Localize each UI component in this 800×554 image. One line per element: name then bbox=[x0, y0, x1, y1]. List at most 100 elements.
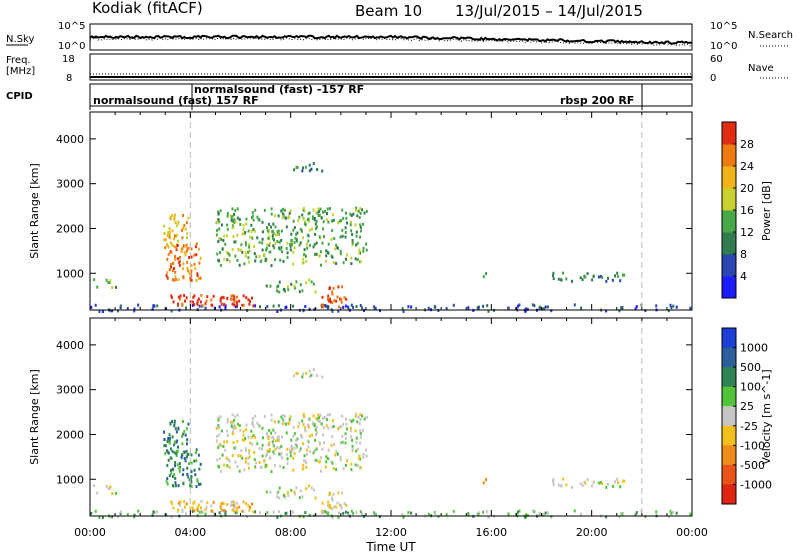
scatter-cell bbox=[278, 452, 281, 456]
scatter-cell bbox=[247, 260, 250, 264]
scatter-cell bbox=[338, 425, 341, 429]
scatter-cell bbox=[292, 219, 295, 223]
scatter-cell bbox=[619, 485, 622, 489]
scatter-cell bbox=[327, 503, 329, 507]
colorbar-segment bbox=[722, 347, 736, 368]
scatter-cell bbox=[251, 216, 253, 219]
scatter-cell bbox=[189, 506, 192, 510]
scatter-cell bbox=[156, 510, 159, 514]
scatter-cell bbox=[93, 484, 96, 488]
scatter-cell bbox=[339, 235, 342, 239]
velocity-ylabel: Slant Range [km] bbox=[28, 369, 41, 465]
scatter-cell bbox=[266, 243, 269, 247]
scatter-cell bbox=[173, 267, 176, 270]
scatter-cell bbox=[175, 430, 178, 434]
scatter-cell bbox=[286, 447, 289, 451]
scatter-cell bbox=[224, 242, 227, 246]
nave-tick-top: 60 bbox=[710, 54, 723, 65]
scatter-cell bbox=[362, 222, 364, 226]
scatter-cell bbox=[119, 306, 122, 310]
scatter-cell bbox=[174, 221, 177, 225]
scatter-cell bbox=[186, 442, 188, 446]
scatter-cell bbox=[478, 305, 480, 309]
scatter-cell bbox=[241, 456, 244, 460]
x-tick-label: 16:00 bbox=[475, 526, 507, 539]
scatter-cell bbox=[188, 272, 191, 276]
scatter-cell bbox=[280, 245, 283, 249]
scatter-cell bbox=[445, 513, 448, 517]
scatter-cell bbox=[655, 510, 658, 514]
scatter-cell bbox=[328, 299, 331, 303]
scatter-cell bbox=[345, 463, 347, 467]
scatter-cell bbox=[327, 294, 330, 298]
scatter-cell bbox=[669, 303, 672, 307]
scatter-cell bbox=[265, 258, 268, 261]
scatter-cell bbox=[341, 434, 344, 438]
scatter-cell bbox=[288, 216, 291, 220]
scatter-cell bbox=[333, 299, 336, 303]
scatter-cell bbox=[617, 481, 620, 484]
scatter-cell bbox=[191, 300, 194, 304]
scatter-cell bbox=[341, 208, 344, 212]
scatter-cell bbox=[190, 470, 193, 474]
scatter-cell bbox=[303, 220, 306, 224]
scatter-cell bbox=[265, 490, 268, 494]
scatter-cell bbox=[167, 437, 170, 440]
scatter-cell bbox=[254, 435, 256, 439]
scatter-cell bbox=[270, 413, 273, 417]
scatter-cell bbox=[305, 448, 308, 452]
scatter-cell bbox=[327, 448, 330, 452]
scatter-cell bbox=[199, 276, 202, 280]
scatter-cell bbox=[354, 257, 357, 261]
scatter-cell bbox=[289, 209, 292, 213]
scatter-cell bbox=[278, 280, 281, 284]
scatter-cell bbox=[165, 243, 168, 247]
time-axis-label: Time UT bbox=[365, 540, 416, 554]
scatter-cell bbox=[219, 251, 222, 255]
scatter-cell bbox=[303, 459, 306, 463]
scatter-cell bbox=[226, 440, 229, 444]
scatter-cell bbox=[291, 243, 293, 247]
scatter-cell bbox=[365, 248, 368, 252]
scatter-cell bbox=[227, 458, 230, 462]
scatter-cell bbox=[670, 512, 673, 516]
scatter-cell bbox=[217, 464, 220, 468]
scatter-cell bbox=[339, 458, 342, 462]
scatter-cell bbox=[351, 241, 354, 245]
scatter-cell bbox=[152, 304, 155, 308]
scatter-cell bbox=[267, 229, 270, 233]
scatter-cell bbox=[266, 432, 268, 436]
scatter-cell bbox=[200, 300, 202, 304]
scatter-cell bbox=[244, 437, 247, 440]
scatter-cell bbox=[635, 511, 638, 515]
scatter-cell bbox=[361, 512, 363, 516]
scatter-cell bbox=[251, 422, 253, 425]
scatter-cell bbox=[327, 242, 330, 246]
scatter-cell bbox=[238, 505, 241, 509]
scatter-cell bbox=[252, 424, 255, 428]
scatter-cell bbox=[274, 447, 277, 451]
scatter-cell bbox=[286, 241, 289, 245]
x-tick-label: 00:00 bbox=[676, 526, 708, 539]
scatter-cell bbox=[196, 505, 199, 509]
scatter-cell bbox=[351, 447, 354, 451]
scatter-cell bbox=[185, 243, 188, 247]
scatter-cell bbox=[272, 510, 275, 514]
scatter-cell bbox=[359, 235, 362, 239]
scatter-cell bbox=[276, 230, 279, 234]
scatter-cell bbox=[253, 458, 256, 462]
colorbar-segment bbox=[722, 188, 736, 211]
scatter-cell bbox=[312, 282, 315, 286]
velocity-panel: 1000 2000 3000 4000 Slant Range [km] 1000 50… bbox=[28, 317, 773, 519]
scatter-cell bbox=[310, 373, 313, 377]
scatter-cell bbox=[308, 513, 311, 517]
scatter-cell bbox=[175, 224, 178, 228]
scatter-cell bbox=[298, 215, 301, 219]
scatter-cell bbox=[622, 479, 624, 483]
scatter-cell bbox=[170, 265, 173, 269]
scatter-cell bbox=[177, 302, 179, 306]
scatter-cell bbox=[340, 506, 343, 510]
scatter-cell bbox=[331, 507, 334, 511]
scatter-cell bbox=[219, 505, 222, 509]
scatter-cell bbox=[204, 512, 207, 516]
